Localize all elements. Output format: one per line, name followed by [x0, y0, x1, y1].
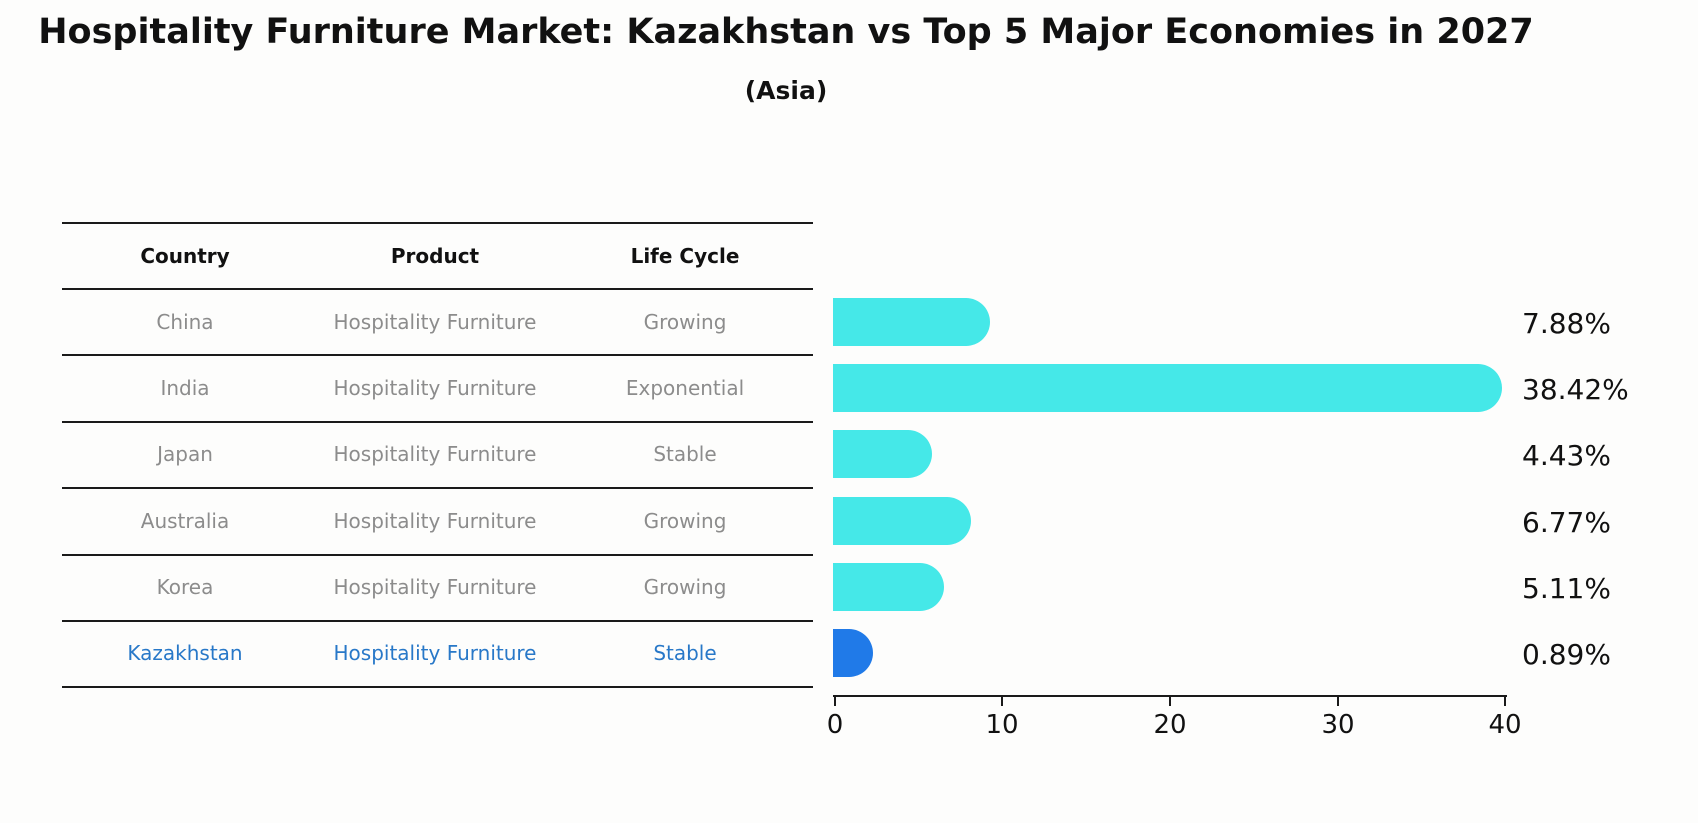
- cell-country: India: [160, 376, 210, 400]
- cell-life-cycle: Stable: [653, 641, 717, 665]
- cell-country: China: [156, 310, 214, 334]
- x-axis-tick-label: 20: [1153, 710, 1187, 740]
- table-rule: [62, 487, 813, 489]
- cell-life-cycle: Growing: [643, 310, 727, 334]
- table-rule: [62, 686, 813, 688]
- bar-australia: [833, 497, 972, 545]
- chart-subtitle: (Asia): [744, 76, 828, 105]
- cell-product: Hospitality Furniture: [333, 509, 537, 533]
- table-header-life-cycle: Life Cycle: [630, 244, 740, 268]
- bar-kazakhstan: [833, 629, 873, 677]
- cell-product: Hospitality Furniture: [333, 376, 537, 400]
- cell-country: Australia: [140, 509, 230, 533]
- value-label: 7.88%: [1522, 307, 1611, 340]
- value-label: 4.43%: [1522, 439, 1611, 472]
- x-axis-tick-label: 40: [1488, 710, 1522, 740]
- bar-japan: [833, 430, 933, 478]
- cell-life-cycle: Stable: [653, 442, 717, 466]
- value-label: 6.77%: [1522, 506, 1611, 539]
- cell-product: Hospitality Furniture: [333, 310, 537, 334]
- cell-product: Hospitality Furniture: [333, 575, 537, 599]
- cell-country: Korea: [156, 575, 214, 599]
- bar-korea: [833, 563, 944, 611]
- table-rule: [62, 421, 813, 423]
- cell-country: Japan: [157, 442, 213, 466]
- x-axis-tick: [1169, 697, 1171, 706]
- chart-title: Hospitality Furniture Market: Kazakhstan…: [38, 12, 1534, 52]
- x-axis-tick: [1504, 697, 1506, 706]
- x-axis-tick: [834, 697, 836, 706]
- table-rule: [62, 554, 813, 556]
- x-axis-tick: [1337, 697, 1339, 706]
- x-axis-tick-label: 0: [826, 710, 844, 740]
- table-rule: [62, 288, 813, 290]
- table-header-product: Product: [390, 244, 480, 268]
- cell-product: Hospitality Furniture: [333, 641, 537, 665]
- cell-life-cycle: Growing: [643, 509, 727, 533]
- table-rule: [62, 222, 813, 224]
- table-rule: [62, 354, 813, 356]
- x-axis-tick-label: 30: [1321, 710, 1355, 740]
- table-header-country: Country: [140, 244, 230, 268]
- bar-india: [833, 364, 1502, 412]
- cell-life-cycle: Exponential: [625, 376, 745, 400]
- value-label: 0.89%: [1522, 638, 1611, 671]
- x-axis-tick: [1001, 697, 1003, 706]
- cell-life-cycle: Growing: [643, 575, 727, 599]
- bar-china: [833, 298, 990, 346]
- value-label: 5.11%: [1522, 572, 1611, 605]
- cell-country: Kazakhstan: [127, 641, 243, 665]
- table-rule: [62, 620, 813, 622]
- x-axis-tick-label: 10: [985, 710, 1019, 740]
- cell-product: Hospitality Furniture: [333, 442, 537, 466]
- value-label: 38.42%: [1522, 373, 1629, 406]
- x-axis-line: [833, 695, 1507, 697]
